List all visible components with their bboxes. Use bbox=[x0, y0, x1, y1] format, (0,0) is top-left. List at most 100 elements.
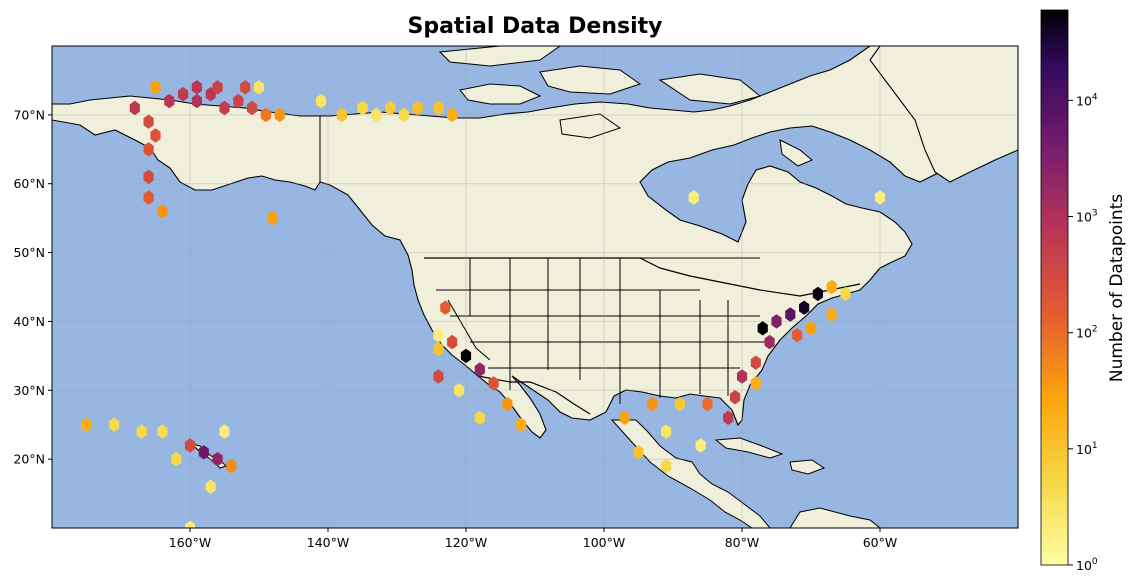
hexbin-cell bbox=[826, 307, 837, 322]
hexbin-cell bbox=[171, 451, 182, 467]
hexbin-cell bbox=[129, 100, 140, 116]
hexbin-cell bbox=[136, 424, 147, 439]
hexbin-cell bbox=[184, 438, 196, 453]
hexbin-cell bbox=[792, 328, 803, 343]
hexbin-cell bbox=[240, 80, 251, 95]
hexbin-cell bbox=[785, 307, 796, 322]
hexbin-cell bbox=[336, 107, 347, 123]
hexbin-cell bbox=[460, 348, 472, 364]
hexbin-cell bbox=[440, 300, 451, 315]
land-layer bbox=[52, 46, 1018, 528]
x-tick-label: 80°W bbox=[725, 535, 760, 550]
hexbin-cell bbox=[316, 93, 327, 109]
colorbar-tick-label: 104 bbox=[1076, 92, 1098, 108]
hexbin-cell bbox=[826, 279, 837, 295]
arctic-island bbox=[559, 113, 622, 139]
state-borders bbox=[319, 116, 770, 404]
hexbin-cell bbox=[750, 376, 761, 391]
x-tick-label: 140°W bbox=[307, 535, 349, 550]
colorbar-tick-label: 103 bbox=[1076, 209, 1098, 225]
y-tick-label: 20°N bbox=[13, 452, 45, 467]
x-tick-label: 120°W bbox=[445, 535, 487, 550]
hexbin-cell bbox=[143, 142, 154, 157]
x-axis-ticks: 160°W 140°W 120°W 100°W 80°W 60°W bbox=[169, 528, 897, 550]
hexbin-cell bbox=[516, 417, 527, 432]
hexbin-cell bbox=[812, 286, 823, 302]
greenland bbox=[869, 46, 1018, 183]
hexbin-cell bbox=[730, 390, 741, 405]
hexbin-cell bbox=[447, 334, 458, 350]
hexbin-cell bbox=[433, 341, 444, 357]
hexbin-cell bbox=[433, 369, 444, 384]
gridlines bbox=[52, 46, 1018, 528]
hexbin-cell bbox=[750, 355, 761, 370]
hexbin-cell bbox=[253, 80, 265, 95]
hexbin-cell bbox=[412, 100, 423, 116]
hexbin-cell bbox=[267, 210, 278, 226]
hexbin-cell bbox=[150, 80, 161, 95]
hexbin-cell bbox=[736, 369, 748, 384]
arctic-island bbox=[779, 139, 813, 167]
hexbin-cell bbox=[164, 93, 175, 109]
hexbin-cell bbox=[191, 80, 202, 95]
hexbin-cell bbox=[247, 100, 258, 116]
hexbin-cell bbox=[433, 100, 444, 116]
hexbin-cell bbox=[81, 417, 92, 432]
hexbin-cell bbox=[260, 107, 271, 123]
hexbin-cell bbox=[619, 410, 630, 425]
x-tick-label: 100°W bbox=[583, 535, 625, 550]
hexbin-cell bbox=[805, 321, 817, 336]
mexico-us-border bbox=[477, 375, 591, 415]
hexbin-cell bbox=[226, 458, 237, 474]
cuba bbox=[714, 437, 784, 459]
hexbin-cell bbox=[695, 438, 706, 453]
hexbin-cell bbox=[723, 410, 734, 425]
hexbin-cell bbox=[143, 190, 154, 205]
y-tick-label: 40°N bbox=[13, 314, 45, 329]
hexbin-cell bbox=[647, 396, 658, 412]
hexbin-cell bbox=[661, 424, 672, 439]
x-tick-label: 160°W bbox=[169, 535, 211, 550]
colorbar-tick-label: 100 bbox=[1076, 557, 1098, 573]
hexbin-cell bbox=[764, 334, 775, 350]
hexbin-cell bbox=[447, 107, 458, 123]
hexbin-cell bbox=[502, 396, 513, 412]
hexbin-cell bbox=[109, 417, 120, 432]
hexbin-cell bbox=[150, 128, 161, 143]
hexbin-cell bbox=[212, 80, 223, 95]
arctic-island bbox=[438, 46, 561, 67]
axes-frame bbox=[51, 45, 1019, 529]
hexbin-cell bbox=[143, 114, 154, 129]
hexbin-cell bbox=[157, 424, 168, 439]
hexbin-cell bbox=[488, 376, 499, 391]
y-tick-label: 30°N bbox=[13, 383, 45, 398]
hexbin-cell bbox=[661, 458, 672, 474]
y-tick-label: 50°N bbox=[13, 245, 45, 260]
hexbin-cell bbox=[178, 87, 189, 102]
colorbar-tick-label: 101 bbox=[1076, 441, 1098, 457]
central-america bbox=[610, 419, 771, 528]
x-tick-label: 60°W bbox=[863, 535, 898, 550]
south-america bbox=[789, 507, 881, 528]
hexbin-cell bbox=[184, 520, 196, 528]
hexbin-cell bbox=[799, 300, 810, 315]
chart-title: Spatial Data Density bbox=[407, 14, 663, 39]
colorbar-label: Number of Datapoints bbox=[1107, 193, 1127, 383]
hexbin-cell bbox=[219, 424, 230, 439]
hispaniola bbox=[789, 459, 826, 475]
hexbin-cell bbox=[398, 107, 409, 123]
hexbin-cell bbox=[688, 190, 699, 205]
hexbin-cell bbox=[205, 479, 216, 494]
hexbin-cell bbox=[385, 100, 396, 116]
arctic-island bbox=[459, 83, 542, 105]
hexbin-cell bbox=[474, 362, 485, 377]
hexbin-cell bbox=[357, 100, 368, 116]
hexbin-cell bbox=[454, 383, 465, 398]
hexbin-cell bbox=[198, 445, 209, 460]
arctic-island bbox=[658, 73, 762, 105]
hexbin-cell bbox=[757, 321, 768, 336]
hexbin-cell bbox=[274, 107, 285, 123]
colorbar-tick-label: 102 bbox=[1076, 325, 1098, 341]
hexbin-cell bbox=[874, 190, 886, 205]
